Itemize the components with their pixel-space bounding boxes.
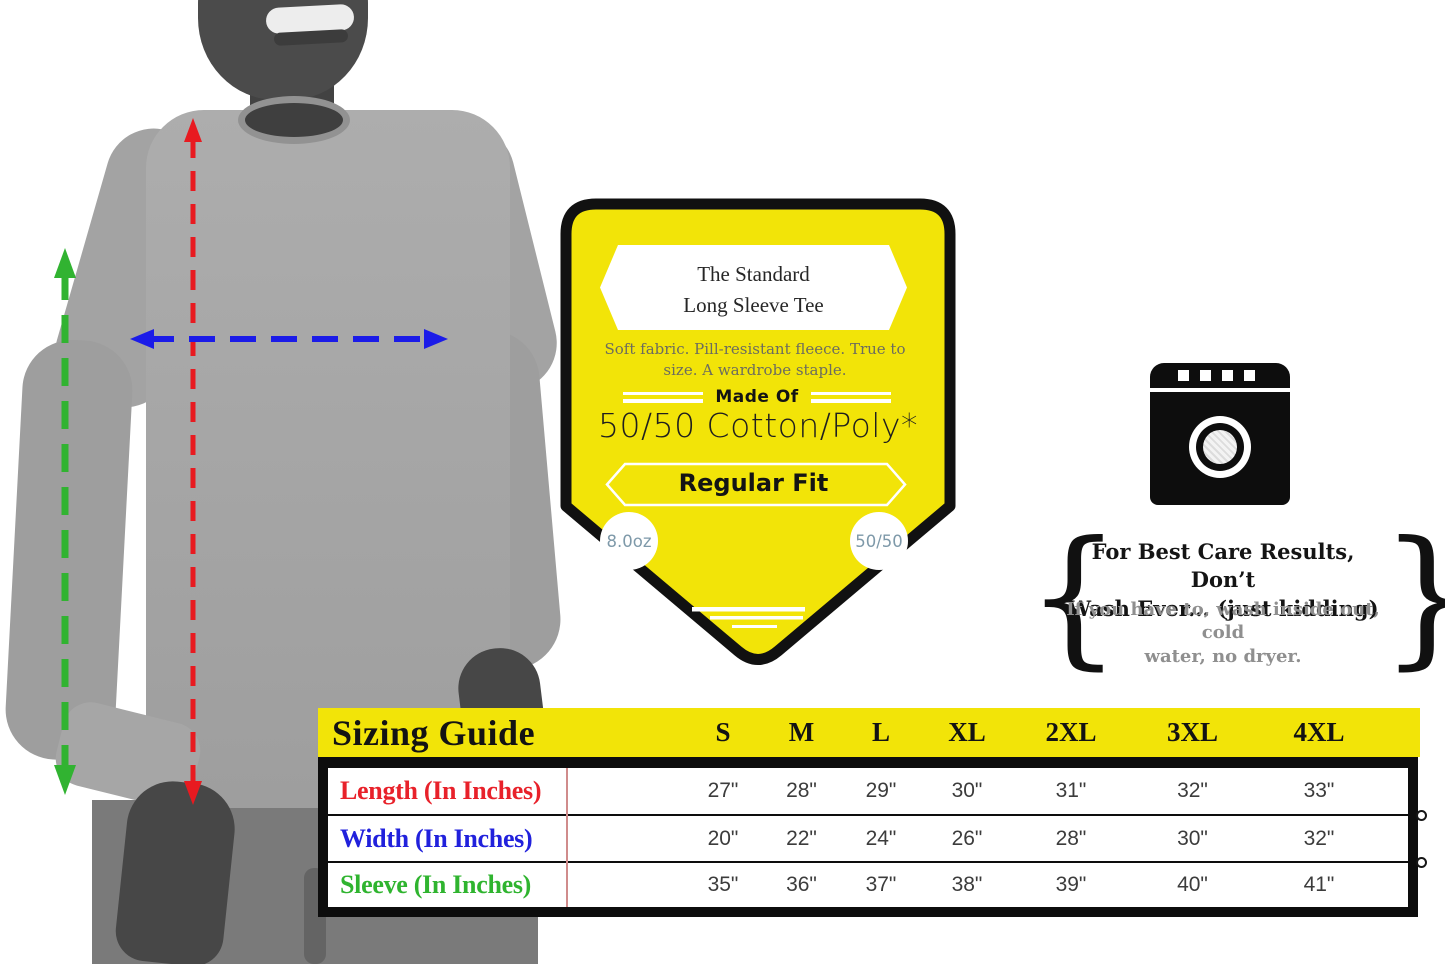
table-row-sleeve: Sleeve (In Inches) 35" 36" 37" 38" 39" 4…	[318, 863, 1420, 907]
size-value: 28"	[786, 779, 817, 802]
row-background	[328, 816, 1408, 861]
made-of-heading: Made Of	[585, 387, 929, 407]
shirt-left-sleeve	[3, 337, 135, 763]
row-label: Width (In Inches)	[340, 823, 533, 853]
care-subtext-line2: water, no dryer.	[1144, 645, 1302, 667]
size-value: 26"	[951, 826, 983, 850]
label-column-divider	[566, 768, 568, 907]
washer-panel-divider	[1150, 388, 1290, 392]
table-title: Sizing Guide	[332, 712, 536, 753]
size-value: 32"	[1177, 779, 1208, 802]
shirt-torso	[146, 110, 510, 808]
made-of-left-lines	[623, 391, 704, 403]
blend-circle	[850, 512, 908, 570]
size-value: 30"	[951, 779, 983, 802]
right-brace: }	[1380, 522, 1445, 672]
size-value: 28"	[1055, 826, 1087, 850]
care-heading-line2: Wash Ever... (just kidding)	[1067, 595, 1379, 621]
badge-shield	[560, 198, 956, 665]
size-value: 37"	[865, 873, 897, 896]
washing-machine-icon	[1150, 363, 1290, 505]
care-subtext: If you have to, wash inside out, cold wa…	[1063, 598, 1383, 668]
fit-banner-outline	[605, 462, 907, 507]
left-brace: {	[1026, 510, 1122, 684]
row-background	[328, 863, 1408, 907]
size-value: 36"	[786, 873, 817, 896]
size-value: 40"	[1177, 873, 1208, 896]
model-left-hand	[112, 776, 240, 964]
column-header-l: L	[871, 717, 890, 747]
row-label: Sleeve (In Inches)	[340, 870, 532, 899]
sizing-table-header: Sizing Guide S M L XL 2XL 3XL 4XL	[318, 708, 1420, 757]
column-header-xl: XL	[948, 717, 986, 747]
column-header-2xl: 2XL	[1045, 717, 1097, 747]
washer-door	[1189, 416, 1251, 478]
size-value: 24"	[865, 826, 897, 850]
shirt-collar	[238, 96, 350, 144]
made-of-right-lines	[810, 391, 891, 403]
washer-buttons	[1178, 370, 1255, 381]
table-row-width: Width (In Inches) 20" 22" 24" 26" 28" 30…	[318, 816, 1420, 861]
column-header-3xl: 3XL	[1166, 717, 1218, 747]
size-value: 39"	[1055, 873, 1087, 896]
size-value: 33"	[1303, 779, 1335, 802]
size-value: 27"	[707, 779, 739, 802]
product-badge	[558, 196, 958, 674]
care-heading: For Best Care Results, Don’t Wash Ever..…	[1063, 538, 1383, 623]
care-subtext-line1: If you have to, wash inside out, cold	[1066, 599, 1380, 644]
made-of-label: Made Of	[715, 387, 799, 407]
size-value: 32"	[1303, 826, 1335, 850]
size-value: 29"	[865, 779, 897, 802]
row-background	[328, 768, 1408, 814]
badge-description: Soft fabric. Pill-resistant fleece. True…	[582, 339, 928, 381]
size-value: 38"	[951, 873, 983, 896]
weight-badge-text: 8.0oz	[606, 532, 652, 551]
badge-footer-lines	[692, 607, 805, 628]
row-label: Length (In Inches)	[340, 776, 542, 805]
size-value: 20"	[707, 826, 739, 850]
table-row-length: Length (In Inches) 27" 28" 29" 30" 31" 3…	[318, 768, 1420, 814]
material-text: 50/50 Cotton/Poly*	[597, 406, 919, 445]
badge-title-line1: The Standard	[697, 261, 810, 286]
badge-title: The Standard Long Sleeve Tee	[600, 250, 907, 330]
blend-badge-text: 50/50	[855, 532, 903, 551]
size-value: 30"	[1177, 826, 1208, 850]
column-header-s: S	[715, 717, 731, 747]
size-value: 41"	[1303, 873, 1335, 896]
care-heading-line1: For Best Care Results, Don’t	[1091, 539, 1355, 593]
weight-circle	[600, 512, 658, 570]
column-header-4xl: 4XL	[1293, 717, 1345, 747]
badge-description-line1: Soft fabric. Pill-resistant fleece. True…	[604, 340, 906, 358]
badge-description-line2: size. A wardrobe staple.	[663, 361, 847, 379]
size-value: 31"	[1055, 779, 1087, 802]
badge-title-line2: Long Sleeve Tee	[683, 293, 824, 317]
fit-label: Regular Fit	[678, 469, 829, 497]
divider-ring	[1416, 810, 1427, 821]
column-header-m: M	[788, 717, 815, 747]
divider-ring	[1416, 857, 1427, 868]
size-value: 22"	[786, 826, 817, 850]
size-value: 35"	[707, 873, 739, 896]
badge-title-banner	[600, 245, 907, 330]
